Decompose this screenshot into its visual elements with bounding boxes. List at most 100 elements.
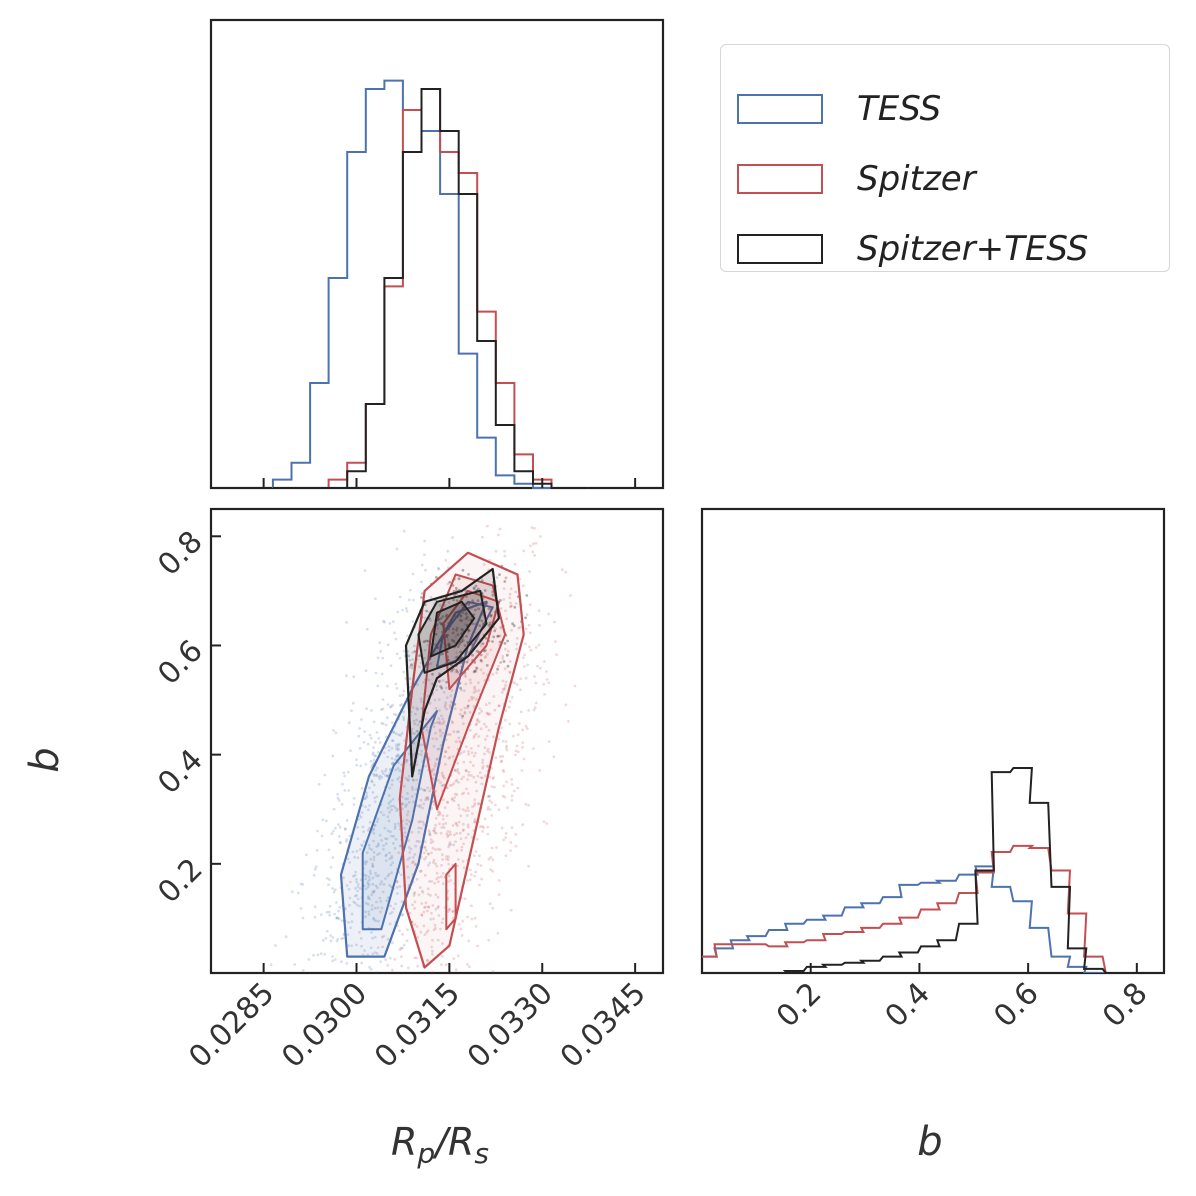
scatter-point xyxy=(483,746,487,750)
scatter-point xyxy=(454,740,458,744)
scatter-point xyxy=(468,878,472,882)
scatter-point xyxy=(451,909,455,913)
scatter-point xyxy=(463,673,467,677)
scatter-point xyxy=(395,652,399,656)
scatter-point xyxy=(458,640,462,644)
scatter-point xyxy=(469,760,472,764)
scatter-point xyxy=(350,912,354,916)
scatter-point xyxy=(510,826,514,829)
scatter-point xyxy=(474,670,478,674)
scatter-point xyxy=(338,906,342,909)
scatter-point xyxy=(431,952,434,956)
scatter-point xyxy=(460,777,463,781)
scatter-point xyxy=(384,859,388,862)
scatter-point xyxy=(486,805,490,809)
scatter-point xyxy=(471,764,475,767)
scatter-point xyxy=(447,633,450,637)
scatter-point xyxy=(418,720,422,724)
scatter-point xyxy=(485,711,489,715)
scatter-point xyxy=(391,762,394,766)
scatter-point xyxy=(457,736,461,740)
scatter-point xyxy=(479,776,483,779)
scatter-point xyxy=(362,740,366,744)
scatter-point xyxy=(417,893,421,897)
scatter-point xyxy=(463,706,467,710)
scatter-point xyxy=(372,858,376,862)
scatter-point xyxy=(400,795,404,799)
x-tick-label-joint: 0.0285 xyxy=(182,976,281,1075)
scatter-point xyxy=(393,958,396,961)
scatter-point xyxy=(508,592,512,596)
scatter-point xyxy=(431,840,435,843)
scatter-point xyxy=(531,550,535,554)
scatter-point xyxy=(527,645,531,649)
scatter-point xyxy=(425,609,428,613)
scatter-point xyxy=(317,782,321,786)
scatter-point xyxy=(447,908,451,912)
scatter-point xyxy=(447,746,451,749)
scatter-point xyxy=(428,832,431,836)
scatter-point xyxy=(486,795,490,798)
scatter-point xyxy=(380,769,384,773)
scatter-point xyxy=(415,839,419,843)
scatter-point xyxy=(433,826,437,830)
scatter-point xyxy=(321,938,325,942)
scatter-point xyxy=(490,814,494,817)
scatter-point xyxy=(439,685,443,688)
scatter-point xyxy=(364,901,368,905)
scatter-point xyxy=(421,806,425,810)
scatter-point xyxy=(498,755,502,759)
scatter-point xyxy=(426,929,430,932)
scatter-point xyxy=(406,865,409,869)
scatter-point xyxy=(427,852,430,856)
scatter-point xyxy=(435,758,439,761)
scatter-point xyxy=(475,697,478,701)
scatter-point xyxy=(391,861,395,865)
scatter-point xyxy=(458,831,462,835)
scatter-point xyxy=(446,549,450,553)
scatter-point xyxy=(517,626,521,630)
scatter-point xyxy=(394,682,398,686)
scatter-point xyxy=(412,598,415,602)
scatter-point xyxy=(532,747,535,750)
scatter-point xyxy=(478,707,482,710)
scatter-point xyxy=(404,776,408,780)
scatter-point xyxy=(448,755,452,759)
scatter-point xyxy=(511,622,514,626)
scatter-point xyxy=(467,792,470,795)
scatter-point xyxy=(341,782,344,786)
scatter-point xyxy=(416,708,419,711)
scatter-point xyxy=(383,620,386,624)
scatter-point xyxy=(420,563,424,567)
scatter-point xyxy=(538,623,541,627)
scatter-point xyxy=(431,682,434,686)
scatter-point xyxy=(469,873,473,876)
scatter-point xyxy=(353,901,357,905)
scatter-point xyxy=(451,910,455,913)
scatter-point xyxy=(358,848,362,851)
scatter-point xyxy=(506,639,509,643)
scatter-point xyxy=(467,603,471,607)
scatter-point xyxy=(498,527,502,531)
scatter-point xyxy=(395,547,399,551)
scatter-point xyxy=(392,907,396,910)
scatter-point xyxy=(386,937,390,941)
scatter-point xyxy=(424,616,427,620)
scatter-point xyxy=(491,591,494,594)
scatter-point xyxy=(420,596,423,599)
scatter-point xyxy=(418,805,422,809)
scatter-point xyxy=(438,708,441,712)
scatter-point xyxy=(510,778,513,781)
scatter-point xyxy=(389,863,393,867)
scatter-point xyxy=(403,831,407,834)
scatter-point xyxy=(411,651,415,654)
scatter-point xyxy=(414,863,417,867)
scatter-point xyxy=(454,780,458,783)
scatter-point xyxy=(353,855,356,859)
legend-entry-tess: TESS xyxy=(737,89,941,129)
scatter-point xyxy=(395,747,398,751)
scatter-point xyxy=(398,694,402,697)
scatter-point xyxy=(425,909,429,913)
scatter-point xyxy=(467,699,471,702)
scatter-point xyxy=(355,880,359,884)
